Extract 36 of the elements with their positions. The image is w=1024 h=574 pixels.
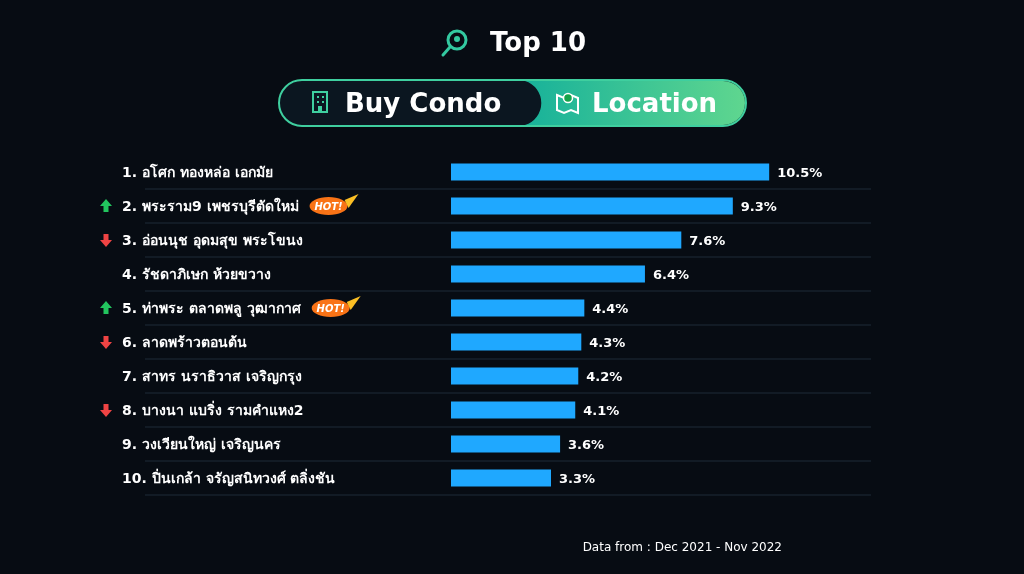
y-tick-label: 7. สาทร นราธิวาส เจริญกรุง [122, 367, 302, 385]
text: Data from : Dec 2021 - Nov 2022 [582, 540, 782, 555]
data-label: 7.6% [689, 232, 726, 248]
text: HOT! [316, 302, 345, 314]
y-tick-label: 10. ปิ่นเกล้า จรัญสนิทวงศ์ ตลิ่งชัน [122, 467, 336, 487]
y-tick-label: 9. วงเวียนใหญ่ เจริญนคร [122, 434, 281, 453]
bar [451, 163, 770, 181]
y-tick-label: 2. พระราม9 เพชรบุรีตัดใหม่ [122, 196, 299, 215]
bar [451, 401, 576, 419]
y-tick-label: 3. อ่อนนุช อุดมสุข พระโขนง [122, 230, 303, 249]
bar [451, 231, 682, 249]
data-label: 4.1% [583, 402, 620, 418]
bar [451, 197, 733, 215]
bar [451, 299, 585, 317]
y-tick-label: 5. ท่าพระ ตลาดพลู วุฒากาศ [122, 299, 302, 317]
chart-title: Top 10 [490, 27, 586, 58]
text: HOT! [314, 200, 343, 212]
chart-subtitle: Buy Condo [345, 88, 502, 119]
bar [451, 333, 582, 351]
data-label: 10.5% [777, 164, 823, 180]
data-label: 3.6% [568, 436, 605, 452]
bar [451, 435, 561, 453]
bar [451, 265, 645, 283]
data-label: 3.3% [559, 470, 596, 486]
data-label: 4.2% [586, 368, 623, 384]
data-label: 9.3% [740, 198, 777, 214]
text: Location [592, 88, 718, 119]
bar [451, 367, 579, 385]
data-label: 6.4% [652, 266, 689, 282]
y-tick-label: 8. บางนา แบริ่ง รามคำแหง2 [122, 399, 304, 418]
data-label: 4.4% [592, 300, 629, 316]
y-tick-label: 4. รัชดาภิเษก ห้วยขวาง [122, 265, 271, 282]
data-label: 4.3% [589, 334, 626, 350]
y-tick-label: 1. อโศก ทองหล่อ เอกมัย [122, 162, 273, 180]
bar [451, 469, 551, 487]
y-tick-label: 6. ลาดพร้าวตอนต้น [122, 333, 247, 350]
